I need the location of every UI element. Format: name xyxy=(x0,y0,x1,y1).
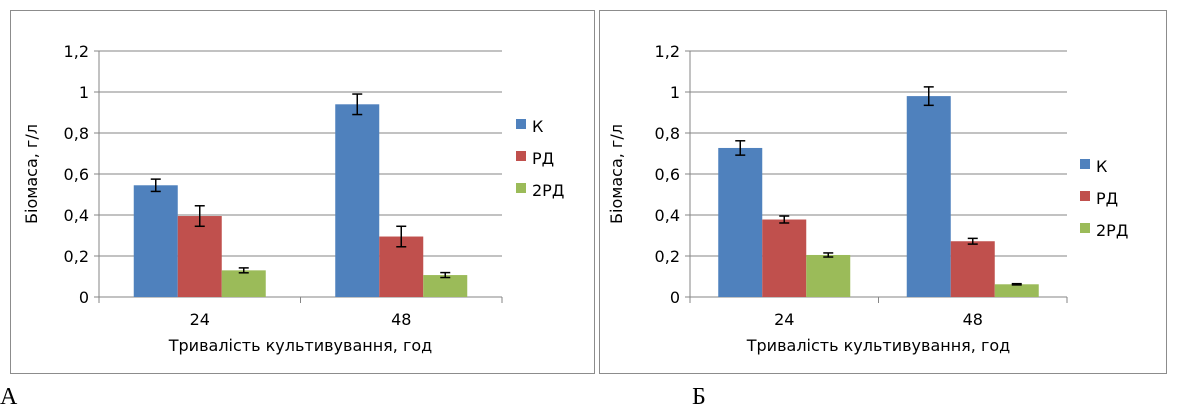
x-axis-title: Тривалість культивування, год xyxy=(168,336,432,355)
legend-swatch xyxy=(1080,191,1090,201)
y-tick-label: 0,8 xyxy=(64,124,89,143)
chart-panel-b: 0 0,2 0,4 0,6 0,8 1 1,2 24 48 Тривалість культиву… xyxy=(599,10,1167,374)
panel-label-a: А xyxy=(0,384,18,410)
bar xyxy=(221,270,266,297)
y-tick-label: 0,6 xyxy=(655,165,680,184)
legend-label: РД xyxy=(1096,189,1118,208)
x-tick-label: 48 xyxy=(963,310,983,329)
bar xyxy=(423,275,468,297)
legend-label: К xyxy=(1096,157,1108,176)
legend-label: К xyxy=(532,117,544,136)
y-tick-label: 1 xyxy=(670,83,680,102)
bar xyxy=(133,185,178,297)
bar xyxy=(177,216,222,297)
error-bar xyxy=(923,86,934,107)
y-tick-label: 0 xyxy=(670,288,680,307)
legend-label: 2РД xyxy=(532,181,564,200)
x-tick-label: 24 xyxy=(774,310,794,329)
error-bar xyxy=(396,225,407,248)
error-bar xyxy=(823,252,834,258)
legend-label: РД xyxy=(532,149,554,168)
x-axis-title: Тривалість культивування, год xyxy=(746,336,1010,355)
error-bar xyxy=(967,237,978,245)
legend-swatch xyxy=(516,151,526,161)
bar xyxy=(762,219,807,297)
bar xyxy=(950,241,995,297)
legend-swatch xyxy=(1080,159,1090,169)
legend-swatch xyxy=(516,119,526,129)
x-tick-label: 48 xyxy=(391,310,411,329)
chart-b: 0 0,2 0,4 0,6 0,8 1 1,2 24 48 Тривалість культиву… xyxy=(607,42,1128,355)
error-bar xyxy=(440,271,451,279)
error-bar xyxy=(352,93,363,116)
legend-swatch xyxy=(516,183,526,193)
legend-label: 2РД xyxy=(1096,221,1128,240)
bar xyxy=(906,96,951,297)
error-bar xyxy=(779,215,790,224)
y-tick-label: 0,8 xyxy=(655,124,680,143)
y-tick-label: 1,2 xyxy=(64,42,89,61)
y-tick-label: 0,4 xyxy=(64,206,89,225)
error-bar xyxy=(150,178,161,193)
x-tick-label: 24 xyxy=(190,310,210,329)
y-axis-title: Біомаса, г/л xyxy=(607,124,626,224)
panel-label-b: Б xyxy=(692,384,706,410)
y-axis-title: Біомаса, г/л xyxy=(22,124,41,224)
y-tick-label: 0,6 xyxy=(64,165,89,184)
y-tick-label: 0,4 xyxy=(655,206,680,225)
y-tick-label: 1,2 xyxy=(655,42,680,61)
y-tick-label: 0,2 xyxy=(64,247,89,266)
error-bar xyxy=(194,205,205,228)
bar xyxy=(994,284,1039,297)
error-bar xyxy=(735,140,746,156)
y-tick-label: 0 xyxy=(79,288,89,307)
error-bar xyxy=(1011,282,1022,286)
bar xyxy=(806,254,851,297)
y-tick-label: 0,2 xyxy=(655,247,680,266)
bar xyxy=(718,147,763,297)
legend-swatch xyxy=(1080,223,1090,233)
bar xyxy=(335,104,380,297)
chart-panel-a: 0 0,2 0,4 0,6 0,8 1 1,2 24 48 Тривалість культиву… xyxy=(10,10,595,374)
y-tick-label: 1 xyxy=(79,83,89,102)
chart-a: 0 0,2 0,4 0,6 0,8 1 1,2 24 48 Тривалість культиву… xyxy=(22,42,564,355)
error-bar xyxy=(238,267,249,274)
